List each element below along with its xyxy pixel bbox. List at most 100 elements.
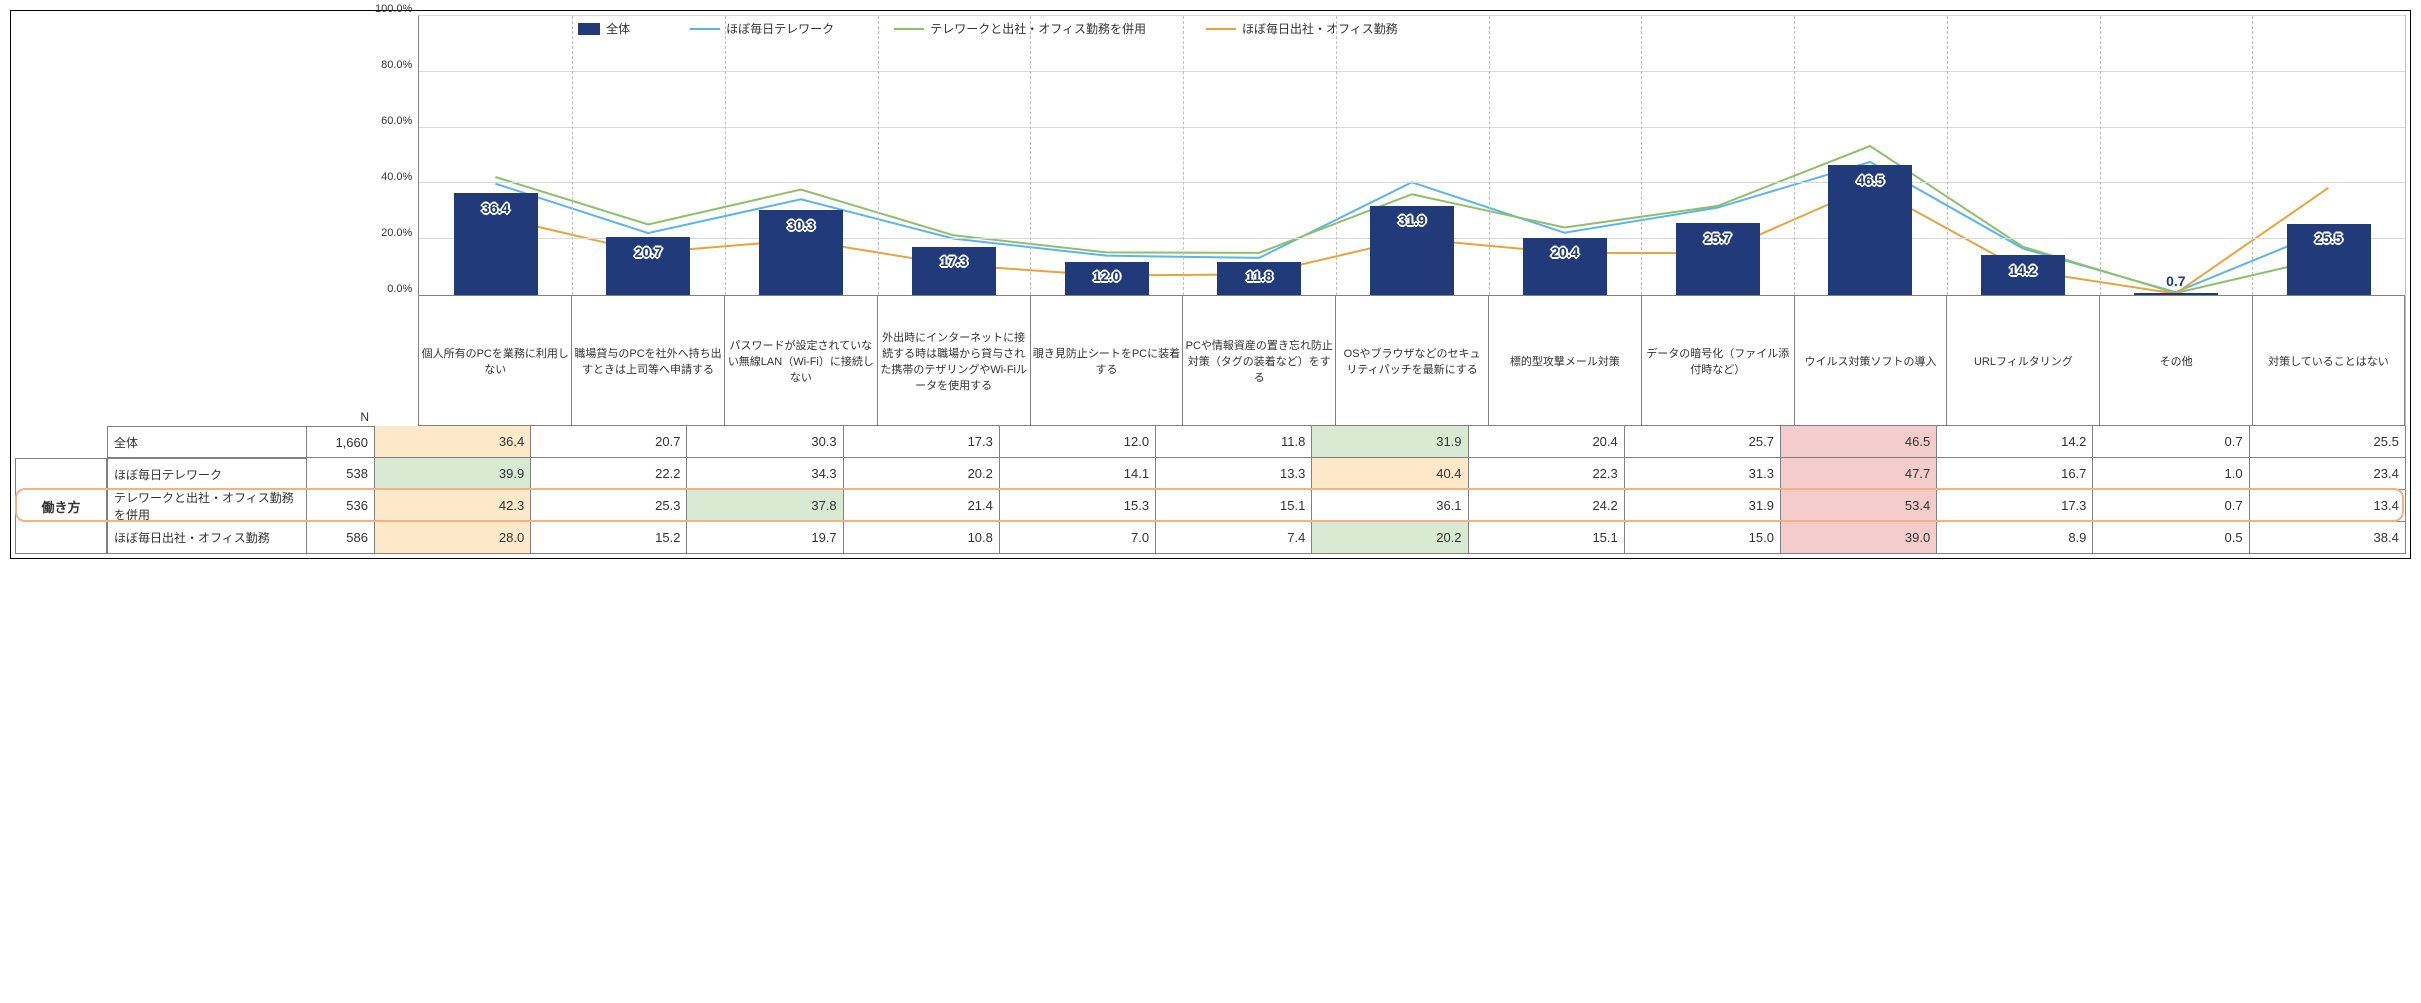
table-row: 36.420.730.317.312.011.831.920.425.746.5… [375, 426, 2406, 458]
data-cell: 8.9 [1937, 522, 2093, 554]
col-divider [1947, 16, 1948, 295]
legend-item: ほぼ毎日出社・オフィス勤務 [1206, 20, 1398, 37]
data-cell: 20.2 [844, 458, 1000, 490]
bar-value-label: 17.3 [878, 253, 1031, 269]
data-cell: 10.8 [844, 522, 1000, 554]
data-cell: 25.7 [1625, 426, 1781, 458]
left-spacer: N [15, 15, 375, 426]
data-cell: 25.5 [2250, 426, 2406, 458]
data-cell: 40.4 [1312, 458, 1468, 490]
bar [2134, 293, 2218, 295]
data-cell: 13.3 [1156, 458, 1312, 490]
bar-value-label: 31.9 [1336, 212, 1489, 228]
bar-value-label: 20.4 [1489, 244, 1642, 260]
y-axis: 100.0%80.0%60.0%40.0%20.0%0.0% [375, 15, 418, 295]
data-cell: 23.4 [2250, 458, 2406, 490]
data-cell: 30.3 [687, 426, 843, 458]
category-header: 外出時にインターネットに接続する時は職場から貸与された携帯のテザリングやWi-F… [877, 296, 1030, 426]
data-cell: 0.7 [2093, 426, 2249, 458]
col-divider [1183, 16, 1184, 295]
data-cell: 7.0 [1000, 522, 1156, 554]
data-cell: 31.9 [1312, 426, 1468, 458]
category-header: URLフィルタリング [1946, 296, 2099, 426]
bar-value-label: 25.7 [1641, 230, 1794, 246]
chart-frame: N 100.0%80.0%60.0%40.0%20.0%0.0% 全体 ほぼ毎日テ… [10, 10, 2411, 559]
legend-label: ほぼ毎日テレワーク [726, 20, 834, 37]
data-cell: 36.4 [375, 426, 531, 458]
data-cell: 25.3 [531, 490, 687, 522]
table-row: 28.015.219.710.87.07.420.215.115.039.08.… [375, 522, 2406, 554]
data-cell: 20.4 [1469, 426, 1625, 458]
data-cell: 36.1 [1312, 490, 1468, 522]
bar-value-label: 20.7 [572, 244, 725, 260]
data-cell: 47.7 [1781, 458, 1937, 490]
category-header: PCや情報資産の置き忘れ防止対策（タグの装着など）をする [1182, 296, 1335, 426]
data-cell: 20.2 [1312, 522, 1468, 554]
gridline [419, 182, 2405, 183]
data-cell: 15.1 [1469, 522, 1625, 554]
gridline [419, 71, 2405, 72]
category-header: ウイルス対策ソフトの導入 [1794, 296, 1947, 426]
category-header-row: 個人所有のPCを業務に利用しない職場貸与のPCを社外へ持ち出すときは上司等へ申請… [418, 296, 2405, 426]
col-divider [2252, 16, 2253, 295]
data-cell: 14.2 [1937, 426, 2093, 458]
data-cell: 39.0 [1781, 522, 1937, 554]
data-cell: 13.4 [2250, 490, 2406, 522]
data-cell: 15.1 [1156, 490, 1312, 522]
legend-swatch-bar [578, 23, 600, 35]
col-divider [1030, 16, 1031, 295]
chart-region: 100.0%80.0%60.0%40.0%20.0%0.0% 全体 ほぼ毎日テレワ… [375, 15, 2406, 426]
bar-value-label: 14.2 [1947, 262, 2100, 278]
n-header: N [360, 410, 369, 424]
data-cell: 31.3 [1625, 458, 1781, 490]
bar-value-label: 11.8 [1183, 268, 1336, 284]
legend-swatch-line [894, 28, 924, 30]
data-cell: 17.3 [844, 426, 1000, 458]
data-cell: 19.7 [687, 522, 843, 554]
category-header: 対策していることはない [2252, 296, 2405, 426]
data-table: 働き方全体ほぼ毎日テレワークテレワークと出社・オフィス勤務を併用ほぼ毎日出社・オ… [15, 426, 2406, 554]
data-cell: 14.1 [1000, 458, 1156, 490]
bar-value-label: 12.0 [1030, 268, 1183, 284]
col-divider [725, 16, 726, 295]
data-cell: 12.0 [1000, 426, 1156, 458]
legend-label: テレワークと出社・オフィス勤務を併用 [930, 20, 1146, 37]
data-cell: 11.8 [1156, 426, 1312, 458]
data-cell: 15.2 [531, 522, 687, 554]
legend-label: 全体 [606, 20, 630, 37]
data-cell: 15.0 [1625, 522, 1781, 554]
col-divider [1794, 16, 1795, 295]
data-cell: 28.0 [375, 522, 531, 554]
legend-item: ほぼ毎日テレワーク [690, 20, 834, 37]
bar-value-label: 30.3 [725, 217, 878, 233]
category-header: 標的型攻撃メール対策 [1488, 296, 1641, 426]
col-divider [1336, 16, 1337, 295]
category-header: パスワードが設定されていない無線LAN（Wi-Fi）に接続しない [724, 296, 877, 426]
row-label: テレワークと出社・オフィス勤務を併用 [107, 490, 307, 522]
data-cell: 42.3 [375, 490, 531, 522]
legend-swatch-line [1206, 28, 1236, 30]
n-cell: 586 [307, 522, 375, 554]
data-cell: 15.3 [1000, 490, 1156, 522]
data-cell: 46.5 [1781, 426, 1937, 458]
plot-area: 全体 ほぼ毎日テレワーク テレワークと出社・オフィス勤務を併用 ほぼ毎日出社・オフィス… [418, 16, 2405, 296]
legend-item: 全体 [578, 20, 630, 37]
group-label: 働き方 [15, 458, 107, 554]
chart-legend: 全体 ほぼ毎日テレワーク テレワークと出社・オフィス勤務を併用 ほぼ毎日出社・オフィス… [578, 20, 2365, 37]
bar-value-label: 36.4 [419, 200, 572, 216]
table-row: 39.922.234.320.214.113.340.422.331.347.7… [375, 458, 2406, 490]
category-header: 個人所有のPCを業務に利用しない [418, 296, 571, 426]
gridline [419, 15, 2405, 16]
data-cell: 0.5 [2093, 522, 2249, 554]
data-cell: 31.9 [1625, 490, 1781, 522]
data-cell: 17.3 [1937, 490, 2093, 522]
data-cell: 20.7 [531, 426, 687, 458]
data-cell: 22.3 [1469, 458, 1625, 490]
legend-swatch-line [690, 28, 720, 30]
col-divider [1641, 16, 1642, 295]
data-cell: 0.7 [2093, 490, 2249, 522]
bar-value-label: 25.5 [2252, 230, 2405, 246]
data-cell: 24.2 [1469, 490, 1625, 522]
col-divider [2100, 16, 2101, 295]
row-label: 全体 [107, 426, 307, 458]
